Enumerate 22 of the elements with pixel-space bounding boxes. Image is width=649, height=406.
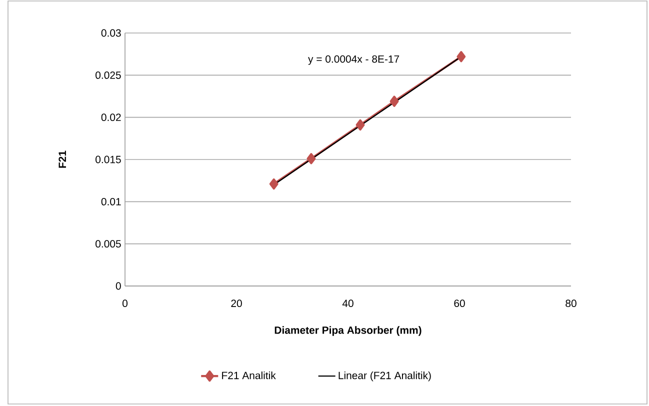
y-tick-label: 0.005 xyxy=(96,240,121,248)
annotation: y = 0.0004x - 8E-17 xyxy=(308,55,400,65)
legend-label: Linear (F21 Analitik) xyxy=(338,371,431,382)
point xyxy=(456,51,466,62)
y-tick-label: 0.01 xyxy=(101,198,121,206)
x-tick-label: 20 xyxy=(231,300,242,308)
y-axis-title: F21 xyxy=(58,150,66,168)
x-tick-label: 60 xyxy=(454,300,465,308)
x-axis-title: Diameter Pipa Absorber (mm) xyxy=(274,326,422,336)
y-tick-label: 0.015 xyxy=(96,156,121,164)
y-tick-label: 0 xyxy=(116,282,121,290)
x-tick-label: 0 xyxy=(122,300,128,308)
y-tick-label: 0.02 xyxy=(101,114,121,122)
legend-label: F21 Analitik xyxy=(222,371,276,380)
y-tick-label: 0.025 xyxy=(96,71,121,79)
point xyxy=(306,153,316,164)
point xyxy=(356,119,365,130)
x-tick-label: 40 xyxy=(342,300,354,308)
x-tick-label: 80 xyxy=(566,300,576,308)
point xyxy=(390,96,399,107)
y-tick-label: 0.03 xyxy=(101,29,121,37)
point xyxy=(269,178,278,190)
